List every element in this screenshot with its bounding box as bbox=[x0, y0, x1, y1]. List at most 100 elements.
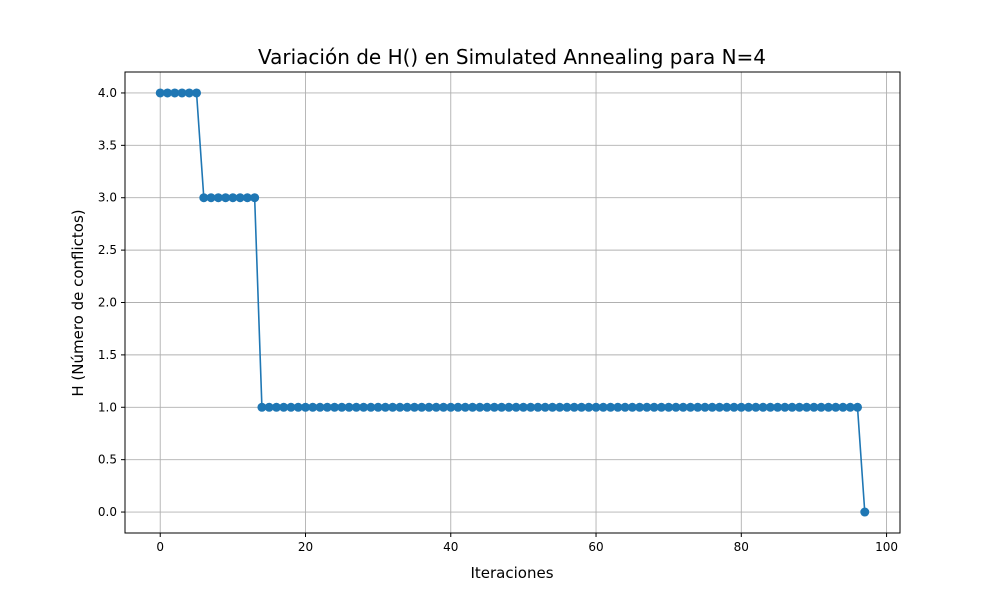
data-point bbox=[635, 402, 645, 412]
data-point bbox=[569, 402, 579, 412]
y-tick-label: 0.5 bbox=[98, 453, 117, 467]
data-point bbox=[845, 402, 855, 412]
data-point bbox=[162, 88, 172, 98]
data-point bbox=[417, 402, 427, 412]
data-point bbox=[395, 402, 405, 412]
y-tick-label: 1.5 bbox=[98, 348, 117, 362]
data-point bbox=[409, 402, 419, 412]
data-point bbox=[279, 402, 289, 412]
y-tick-label: 2.0 bbox=[98, 296, 117, 310]
y-tick-label: 4.0 bbox=[98, 86, 117, 100]
data-point bbox=[257, 402, 267, 412]
data-point bbox=[577, 402, 587, 412]
data-point bbox=[526, 402, 536, 412]
data-point bbox=[555, 402, 565, 412]
data-point bbox=[460, 402, 470, 412]
data-point bbox=[351, 402, 361, 412]
data-point bbox=[228, 193, 238, 203]
data-point bbox=[584, 402, 594, 412]
data-point bbox=[482, 402, 492, 412]
y-tick-label: 2.5 bbox=[98, 243, 117, 257]
data-point bbox=[511, 402, 521, 412]
data-point bbox=[773, 402, 783, 412]
data-point bbox=[271, 402, 281, 412]
data-point bbox=[591, 402, 601, 412]
data-point bbox=[758, 402, 768, 412]
data-point bbox=[744, 402, 754, 412]
data-point bbox=[838, 402, 848, 412]
data-point bbox=[823, 402, 833, 412]
data-point bbox=[627, 402, 637, 412]
data-point bbox=[642, 402, 652, 412]
y-axis: 0.0 0.5 1.0 1.5 2.0 2.5 3.0 3.5 4.0 bbox=[98, 86, 125, 519]
grid bbox=[125, 72, 900, 533]
data-point bbox=[816, 402, 826, 412]
series-h bbox=[155, 88, 870, 517]
data-point bbox=[250, 193, 260, 203]
data-point bbox=[787, 402, 797, 412]
x-tick-label: 40 bbox=[443, 540, 458, 554]
data-point bbox=[700, 402, 710, 412]
x-tick-label: 60 bbox=[588, 540, 603, 554]
data-point bbox=[860, 507, 870, 517]
data-point bbox=[402, 402, 412, 412]
x-axis-label: Iteraciones bbox=[470, 564, 553, 582]
data-point bbox=[707, 402, 717, 412]
data-point bbox=[453, 402, 463, 412]
data-point bbox=[613, 402, 623, 412]
data-point bbox=[337, 402, 347, 412]
y-axis-label: H (Número de conflictos) bbox=[69, 209, 87, 396]
data-point bbox=[192, 88, 202, 98]
data-point bbox=[199, 193, 209, 203]
data-point bbox=[431, 402, 441, 412]
data-point bbox=[155, 88, 165, 98]
data-point bbox=[809, 402, 819, 412]
data-point bbox=[242, 193, 252, 203]
data-point bbox=[235, 193, 245, 203]
data-point bbox=[736, 402, 746, 412]
data-point bbox=[170, 88, 180, 98]
y-tick-label: 1.0 bbox=[98, 400, 117, 414]
data-point bbox=[671, 402, 681, 412]
data-point bbox=[533, 402, 543, 412]
data-point bbox=[853, 402, 863, 412]
data-point bbox=[322, 402, 332, 412]
data-point bbox=[722, 402, 732, 412]
data-point bbox=[424, 402, 434, 412]
data-point bbox=[656, 402, 666, 412]
data-point bbox=[693, 402, 703, 412]
data-point bbox=[751, 402, 761, 412]
data-point bbox=[177, 88, 187, 98]
data-point bbox=[446, 402, 456, 412]
data-point bbox=[438, 402, 448, 412]
data-point bbox=[504, 402, 514, 412]
data-point bbox=[831, 402, 841, 412]
data-point bbox=[540, 402, 550, 412]
data-point bbox=[380, 402, 390, 412]
data-point bbox=[293, 402, 303, 412]
data-point bbox=[518, 402, 528, 412]
y-tick-label: 0.0 bbox=[98, 505, 117, 519]
y-tick-label: 3.0 bbox=[98, 191, 117, 205]
data-point bbox=[765, 402, 775, 412]
data-point bbox=[221, 193, 231, 203]
data-point bbox=[206, 193, 216, 203]
data-point bbox=[547, 402, 557, 412]
data-point bbox=[308, 402, 318, 412]
data-point bbox=[388, 402, 398, 412]
data-point bbox=[184, 88, 194, 98]
data-point bbox=[598, 402, 608, 412]
data-point bbox=[300, 402, 310, 412]
data-point bbox=[620, 402, 630, 412]
data-point bbox=[562, 402, 572, 412]
data-point bbox=[715, 402, 725, 412]
data-point bbox=[286, 402, 296, 412]
data-point bbox=[264, 402, 274, 412]
data-point bbox=[802, 402, 812, 412]
data-point bbox=[729, 402, 739, 412]
y-tick-label: 3.5 bbox=[98, 138, 117, 152]
data-point bbox=[366, 402, 376, 412]
data-point bbox=[678, 402, 688, 412]
x-axis: 0 20 40 60 80 100 bbox=[156, 533, 898, 554]
